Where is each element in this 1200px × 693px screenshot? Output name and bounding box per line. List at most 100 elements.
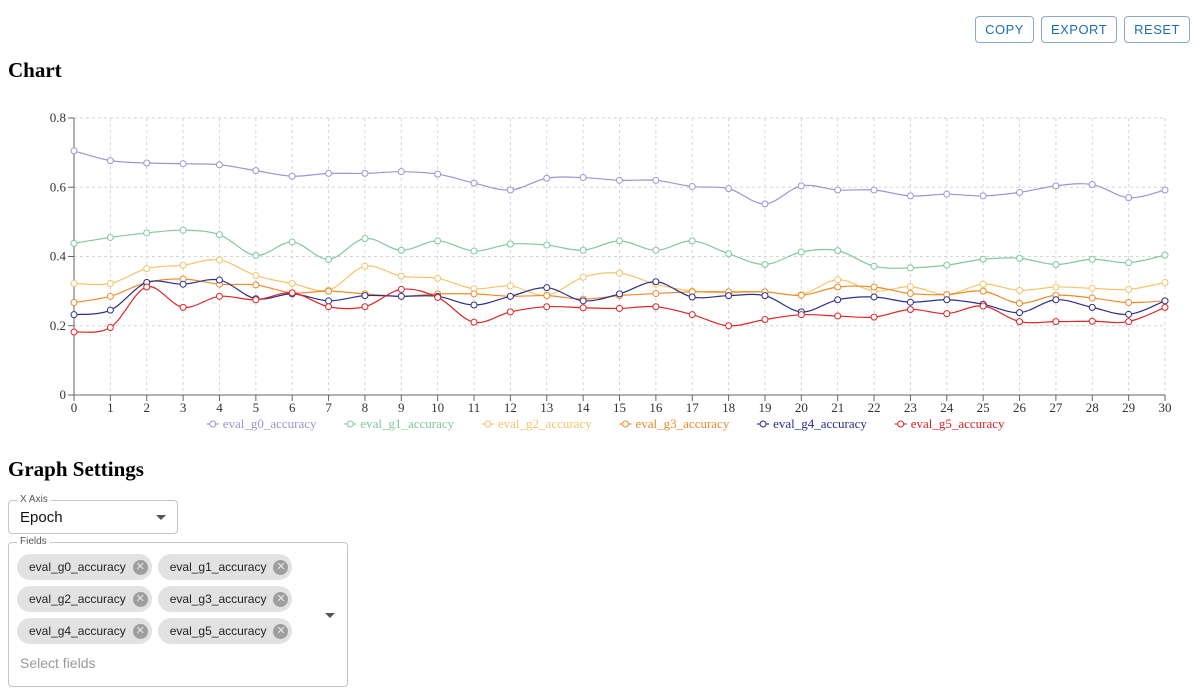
data-point xyxy=(470,179,478,187)
data-point xyxy=(70,239,78,247)
close-circle-icon[interactable]: ✕ xyxy=(273,559,289,575)
close-circle-icon[interactable]: ✕ xyxy=(132,559,148,575)
data-point xyxy=(543,303,551,311)
y-tick-label: 0.2 xyxy=(50,318,66,333)
x-tick-label: 2 xyxy=(143,400,150,415)
field-chip[interactable]: eval_g0_accuracy ✕ xyxy=(17,554,152,580)
x-axis-label: X Axis xyxy=(17,494,51,505)
data-point xyxy=(870,186,878,194)
field-chip[interactable]: eval_g3_accuracy ✕ xyxy=(157,586,293,612)
data-point xyxy=(1088,255,1096,263)
data-point xyxy=(434,170,442,178)
data-point xyxy=(434,293,442,301)
data-point xyxy=(106,323,114,331)
x-tick-label: 14 xyxy=(577,400,591,415)
x-tick-label: 9 xyxy=(398,400,405,415)
field-chip[interactable]: eval_g1_accuracy ✕ xyxy=(157,554,293,580)
x-tick-label: 23 xyxy=(904,400,917,415)
x-tick-label: 16 xyxy=(649,400,663,415)
x-tick-label: 24 xyxy=(940,400,954,415)
data-point xyxy=(616,290,623,298)
caret-down-icon[interactable] xyxy=(325,613,335,618)
data-point xyxy=(906,283,914,291)
export-button[interactable]: EXPORT xyxy=(1040,16,1118,43)
data-point xyxy=(688,183,696,191)
close-circle-icon[interactable]: ✕ xyxy=(132,591,148,607)
x-tick-label: 29 xyxy=(1122,400,1135,415)
data-point xyxy=(325,169,333,177)
x-tick-label: 28 xyxy=(1086,400,1099,415)
data-point xyxy=(906,192,914,200)
copy-button[interactable]: COPY xyxy=(975,16,1034,43)
close-circle-icon[interactable]: ✕ xyxy=(132,623,148,639)
data-point xyxy=(288,289,296,297)
x-tick-label: 11 xyxy=(468,400,481,415)
data-point xyxy=(179,280,187,288)
field-chip[interactable]: eval_g4_accuracy ✕ xyxy=(17,618,152,644)
data-point xyxy=(870,283,878,291)
data-point xyxy=(979,280,987,288)
x-tick-label: 30 xyxy=(1159,400,1172,415)
data-point xyxy=(1161,297,1169,305)
data-point xyxy=(1125,310,1133,318)
data-point xyxy=(397,285,405,293)
data-point xyxy=(215,276,223,284)
data-point xyxy=(979,302,987,310)
field-chip[interactable]: eval_g2_accuracy ✕ xyxy=(17,586,152,612)
field-chip-label: eval_g3_accuracy xyxy=(169,592,267,606)
data-point xyxy=(761,260,769,268)
data-point xyxy=(325,303,333,311)
data-point xyxy=(1052,296,1060,304)
data-point xyxy=(1016,318,1024,326)
data-point xyxy=(652,176,660,184)
data-point xyxy=(543,284,551,292)
data-point xyxy=(834,283,842,291)
data-point xyxy=(1016,286,1024,294)
legend-label: eval_g4_accuracy xyxy=(773,416,867,431)
data-point xyxy=(252,272,260,280)
field-chips: eval_g0_accuracy ✕ eval_g1_accuracy ✕ eval… xyxy=(17,554,297,644)
data-point xyxy=(397,168,405,176)
field-chip-label: eval_g4_accuracy xyxy=(29,624,126,638)
data-point xyxy=(725,292,733,300)
data-point xyxy=(506,308,514,316)
data-point xyxy=(943,296,951,304)
fields-placeholder[interactable]: Select fields xyxy=(20,655,96,671)
data-point xyxy=(579,174,587,182)
x-tick-label: 0 xyxy=(71,400,78,415)
x-tick-label: 6 xyxy=(289,400,296,415)
data-point xyxy=(215,256,223,264)
x-axis-select[interactable]: X Axis Epoch xyxy=(8,494,178,534)
y-tick-label: 0.8 xyxy=(50,110,66,125)
data-point xyxy=(70,299,78,307)
fields-select[interactable]: Fields eval_g0_accuracy ✕ eval_g1_accurac… xyxy=(8,536,348,687)
data-point xyxy=(688,311,696,319)
data-point xyxy=(1088,284,1096,292)
data-point xyxy=(1052,283,1060,291)
y-tick-label: 0 xyxy=(60,387,67,402)
field-chip-label: eval_g0_accuracy xyxy=(29,560,126,574)
fields-label: Fields xyxy=(17,536,50,547)
data-point xyxy=(506,282,514,290)
data-point xyxy=(1052,318,1060,326)
close-circle-icon[interactable]: ✕ xyxy=(273,623,289,639)
legend-swatch-point xyxy=(484,420,492,428)
data-point xyxy=(906,290,914,298)
data-point xyxy=(1125,194,1133,202)
data-point xyxy=(325,255,333,263)
x-tick-label: 8 xyxy=(362,400,369,415)
data-point xyxy=(70,328,78,336)
data-point xyxy=(797,291,805,299)
close-circle-icon[interactable]: ✕ xyxy=(273,591,289,607)
data-point xyxy=(361,303,369,311)
data-point xyxy=(252,251,260,259)
data-point xyxy=(70,147,78,155)
data-point xyxy=(470,301,478,309)
data-point xyxy=(761,292,769,300)
data-point xyxy=(834,276,842,284)
caret-down-icon[interactable] xyxy=(156,515,166,520)
legend-swatch-point xyxy=(759,420,767,428)
data-point xyxy=(506,240,514,248)
field-chip[interactable]: eval_g5_accuracy ✕ xyxy=(157,618,293,644)
reset-button[interactable]: RESET xyxy=(1124,16,1190,43)
